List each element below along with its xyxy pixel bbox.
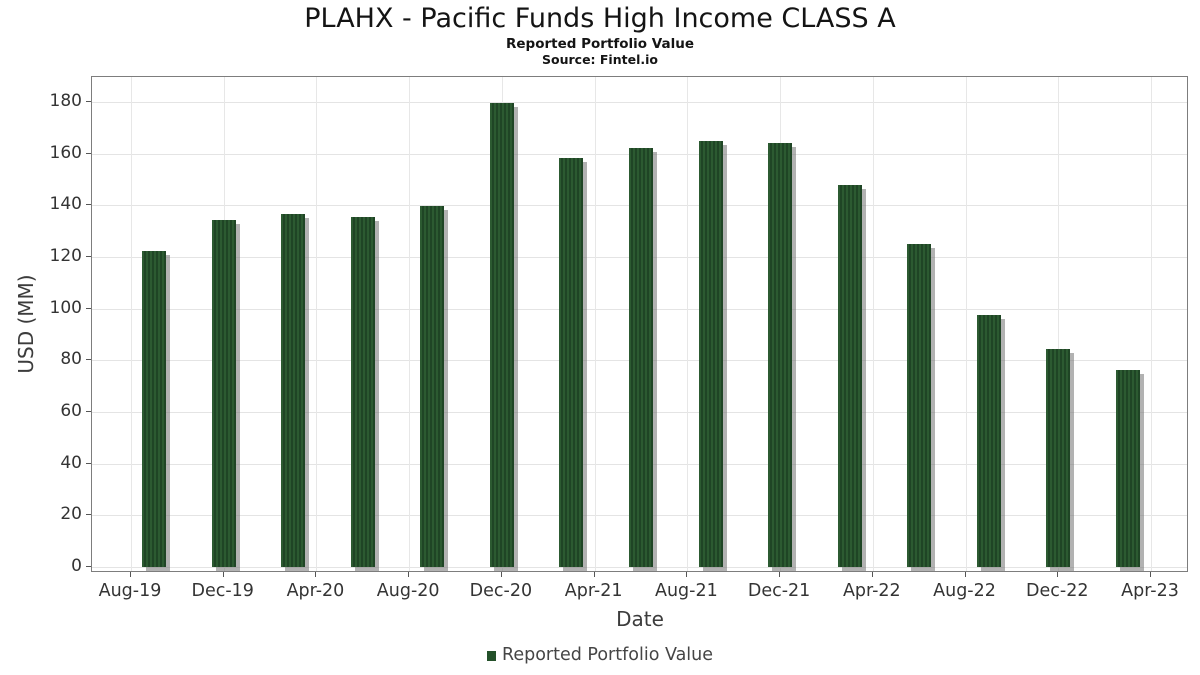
v-gridline-Apr-21: [594, 77, 596, 571]
x-tick-label-Dec-21: Dec-21: [747, 581, 811, 601]
bar-Mar-22: [837, 185, 862, 567]
x-tick-mark: [1057, 572, 1059, 577]
y-tick-mark: [86, 307, 91, 309]
x-tick-label-Aug-22: Aug-22: [933, 581, 996, 601]
bar-Jun-21: [628, 147, 653, 567]
y-tick-label-160: 160: [49, 142, 82, 163]
v-gridline-Dec-22: [1058, 77, 1060, 571]
legend-swatch-icon: [486, 651, 496, 661]
bar-Jun-20: [350, 217, 375, 567]
y-tick-label-80: 80: [60, 349, 82, 370]
y-tick-label-140: 140: [49, 194, 82, 215]
x-axis-title: Date: [616, 607, 664, 631]
bar-Sep-21: [698, 141, 723, 567]
bar-Dec-19: [211, 220, 236, 567]
x-tick-label-Aug-20: Aug-20: [376, 581, 440, 601]
y-tick-label-60: 60: [60, 401, 82, 421]
x-tick-mark: [779, 572, 781, 577]
x-tick-label-Apr-20: Apr-20: [286, 581, 345, 601]
y-tick-label-40: 40: [60, 452, 82, 473]
y-tick-label-20: 20: [60, 504, 82, 525]
v-gridline-Aug-22: [965, 77, 967, 571]
x-tick-mark: [130, 572, 131, 577]
x-tick-mark: [686, 572, 688, 577]
bar-Mar-21: [559, 157, 584, 567]
bar-Sep-20: [420, 206, 445, 567]
v-gridline-Aug-21: [687, 77, 689, 571]
x-tick-mark: [222, 572, 224, 577]
legend: Reported Portfolio Value: [0, 645, 1200, 665]
y-tick-mark: [86, 256, 91, 257]
x-tick-mark: [408, 572, 410, 577]
x-tick-label-Dec-20: Dec-20: [469, 581, 533, 601]
bar-Sep-19: [142, 251, 167, 567]
h-gridline-0: [92, 567, 1187, 568]
y-tick-mark: [86, 411, 91, 412]
v-gridline-Apr-23: [1150, 77, 1152, 571]
x-tick-mark: [315, 572, 317, 577]
x-tick-label-Aug-21: Aug-21: [654, 581, 718, 601]
y-tick-mark: [86, 462, 91, 464]
x-tick-label-Apr-23: Apr-23: [1121, 581, 1179, 601]
bar-Sep-22: [976, 315, 1001, 567]
y-tick-label-120: 120: [49, 246, 82, 266]
y-tick-mark: [86, 566, 91, 567]
v-gridline-Aug-20: [409, 77, 411, 571]
y-tick-mark: [86, 204, 91, 206]
x-tick-label-Apr-21: Apr-21: [564, 581, 623, 601]
chart-subtitle: Reported Portfolio Value: [506, 36, 694, 52]
y-tick-label-100: 100: [49, 297, 82, 318]
x-tick-label-Apr-22: Apr-22: [842, 581, 901, 601]
bar-Dec-21: [768, 142, 793, 567]
x-tick-mark: [1149, 572, 1151, 577]
h-gridline-180: [92, 102, 1187, 103]
bar-Dec-20: [489, 103, 514, 567]
chart-source: Source: Fintel.io: [542, 52, 658, 67]
y-tick-label-0: 0: [71, 556, 82, 576]
y-tick-mark: [86, 101, 91, 102]
v-gridline-Apr-20: [316, 77, 318, 571]
plot-area: [91, 76, 1188, 572]
y-tick-mark: [86, 514, 91, 516]
bar-Mar-23: [1115, 369, 1140, 567]
x-tick-label-Dec-22: Dec-22: [1026, 581, 1089, 601]
legend-label: Reported Portfolio Value: [501, 645, 714, 665]
y-tick-mark: [86, 152, 91, 154]
v-gridline-Aug-19: [131, 77, 132, 571]
y-tick-label-180: 180: [49, 91, 82, 111]
chart-title: PLAHX - Pacific Funds High Income CLASS …: [304, 3, 896, 34]
bar-Jun-22: [907, 244, 932, 567]
bar-Mar-20: [281, 214, 306, 567]
x-tick-mark: [964, 572, 966, 577]
x-tick-mark: [871, 572, 873, 577]
x-tick-label-Aug-19: Aug-19: [98, 581, 162, 601]
y-tick-mark: [86, 359, 91, 361]
x-tick-mark: [593, 572, 595, 577]
v-gridline-Apr-22: [872, 77, 874, 571]
x-tick-label-Dec-19: Dec-19: [191, 581, 254, 601]
x-tick-mark: [500, 572, 502, 577]
bar-Dec-22: [1046, 348, 1071, 567]
